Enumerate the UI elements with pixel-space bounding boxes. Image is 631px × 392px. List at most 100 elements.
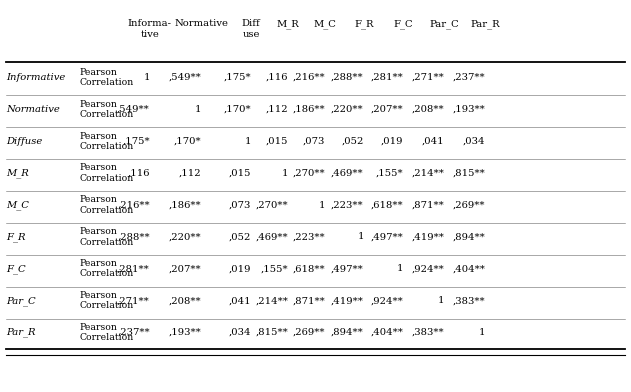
Text: Pearson
Correlation: Pearson Correlation xyxy=(80,195,134,215)
Text: ,015: ,015 xyxy=(228,169,251,178)
Text: ,155*: ,155* xyxy=(261,264,288,273)
Text: ,924**: ,924** xyxy=(411,264,444,273)
Text: ,073: ,073 xyxy=(303,137,326,146)
Text: ,497**: ,497** xyxy=(331,264,363,273)
Text: ,223**: ,223** xyxy=(331,201,363,210)
Text: M_R: M_R xyxy=(6,168,29,178)
Text: F_C: F_C xyxy=(6,264,26,274)
Text: ,207**: ,207** xyxy=(370,105,403,114)
Text: ,404**: ,404** xyxy=(452,264,486,273)
Text: M_C: M_C xyxy=(6,200,29,210)
Text: Pearson
Correlation: Pearson Correlation xyxy=(80,163,134,183)
Text: ,924**: ,924** xyxy=(370,296,403,305)
Text: ,871**: ,871** xyxy=(411,201,444,210)
Text: ,271**: ,271** xyxy=(411,73,444,82)
Text: ,112: ,112 xyxy=(179,169,202,178)
Text: ,383**: ,383** xyxy=(411,328,444,337)
Text: ,815**: ,815** xyxy=(256,328,288,337)
Text: ,208**: ,208** xyxy=(411,105,444,114)
Text: ,469**: ,469** xyxy=(256,232,288,241)
Text: ,041: ,041 xyxy=(228,296,251,305)
Text: Pearson
Correlation: Pearson Correlation xyxy=(80,68,134,87)
Text: Diffuse: Diffuse xyxy=(6,137,42,146)
Text: ,220**: ,220** xyxy=(169,232,202,241)
Text: ,015: ,015 xyxy=(266,137,288,146)
Text: Pearson
Correlation: Pearson Correlation xyxy=(80,323,134,342)
Text: Par_R: Par_R xyxy=(6,328,36,338)
Text: ,894**: ,894** xyxy=(331,328,363,337)
Text: Normative: Normative xyxy=(6,105,60,114)
Text: ,497**: ,497** xyxy=(370,232,403,241)
Text: Par_C: Par_C xyxy=(429,19,459,29)
Text: ,175*: ,175* xyxy=(122,137,150,146)
Text: ,618**: ,618** xyxy=(370,201,403,210)
Text: ,155*: ,155* xyxy=(375,169,403,178)
Text: Diff
use: Diff use xyxy=(242,19,261,39)
Text: Pearson
Correlation: Pearson Correlation xyxy=(80,291,134,310)
Text: ,419**: ,419** xyxy=(411,232,444,241)
Text: ,288**: ,288** xyxy=(331,73,363,82)
Text: Pearson
Correlation: Pearson Correlation xyxy=(80,100,134,119)
Text: ,281**: ,281** xyxy=(117,264,150,273)
Text: ,237**: ,237** xyxy=(453,73,486,82)
Text: Pearson
Correlation: Pearson Correlation xyxy=(80,132,134,151)
Text: ,216**: ,216** xyxy=(117,201,150,210)
Text: ,223**: ,223** xyxy=(293,232,326,241)
Text: ,112: ,112 xyxy=(266,105,288,114)
Text: ,207**: ,207** xyxy=(169,264,202,273)
Text: ,052: ,052 xyxy=(229,232,251,241)
Text: ,815**: ,815** xyxy=(453,169,486,178)
Text: 1: 1 xyxy=(319,201,326,210)
Text: ,871**: ,871** xyxy=(293,296,326,305)
Text: ,041: ,041 xyxy=(422,137,444,146)
Text: ,269**: ,269** xyxy=(293,328,326,337)
Text: ,214**: ,214** xyxy=(256,296,288,305)
Text: ,175*: ,175* xyxy=(223,73,251,82)
Text: Informative: Informative xyxy=(6,73,66,82)
Text: ,019: ,019 xyxy=(228,264,251,273)
Text: ,419**: ,419** xyxy=(331,296,363,305)
Text: 1: 1 xyxy=(397,264,403,273)
Text: 1: 1 xyxy=(195,105,202,114)
Text: ,216**: ,216** xyxy=(293,73,326,82)
Text: ,193**: ,193** xyxy=(169,328,202,337)
Text: F_C: F_C xyxy=(394,19,413,29)
Text: ,116: ,116 xyxy=(266,73,288,82)
Text: ,186**: ,186** xyxy=(169,201,202,210)
Text: ,193**: ,193** xyxy=(453,105,486,114)
Text: ,034: ,034 xyxy=(228,328,251,337)
Text: ,281**: ,281** xyxy=(370,73,403,82)
Text: Pearson
Correlation: Pearson Correlation xyxy=(80,259,134,278)
Text: ,186**: ,186** xyxy=(293,105,326,114)
Text: ,208**: ,208** xyxy=(169,296,202,305)
Text: F_R: F_R xyxy=(6,232,26,242)
Text: M_C: M_C xyxy=(314,19,337,29)
Text: ,404**: ,404** xyxy=(370,328,403,337)
Text: ,019: ,019 xyxy=(381,137,403,146)
Text: Normative: Normative xyxy=(175,19,228,28)
Text: ,269**: ,269** xyxy=(453,201,486,210)
Text: ,034: ,034 xyxy=(463,137,486,146)
Text: 1: 1 xyxy=(357,232,363,241)
Text: ,214**: ,214** xyxy=(411,169,444,178)
Text: 1: 1 xyxy=(282,169,288,178)
Text: ,549**: ,549** xyxy=(169,73,202,82)
Text: ,170*: ,170* xyxy=(223,105,251,114)
Text: 1: 1 xyxy=(438,296,444,305)
Text: ,383**: ,383** xyxy=(453,296,486,305)
Text: ,170*: ,170* xyxy=(174,137,202,146)
Text: ,469**: ,469** xyxy=(331,169,363,178)
Text: ,237**: ,237** xyxy=(117,328,150,337)
Text: ,271**: ,271** xyxy=(117,296,150,305)
Text: ,270**: ,270** xyxy=(293,169,326,178)
Text: M_R: M_R xyxy=(277,19,300,29)
Text: Par_C: Par_C xyxy=(6,296,36,305)
Text: 1: 1 xyxy=(245,137,251,146)
Text: Par_R: Par_R xyxy=(471,19,500,29)
Text: ,618**: ,618** xyxy=(293,264,326,273)
Text: F_R: F_R xyxy=(354,19,374,29)
Text: 1: 1 xyxy=(479,328,486,337)
Text: ,270**: ,270** xyxy=(256,201,288,210)
Text: ,220**: ,220** xyxy=(331,105,363,114)
Text: ,549**: ,549** xyxy=(117,105,150,114)
